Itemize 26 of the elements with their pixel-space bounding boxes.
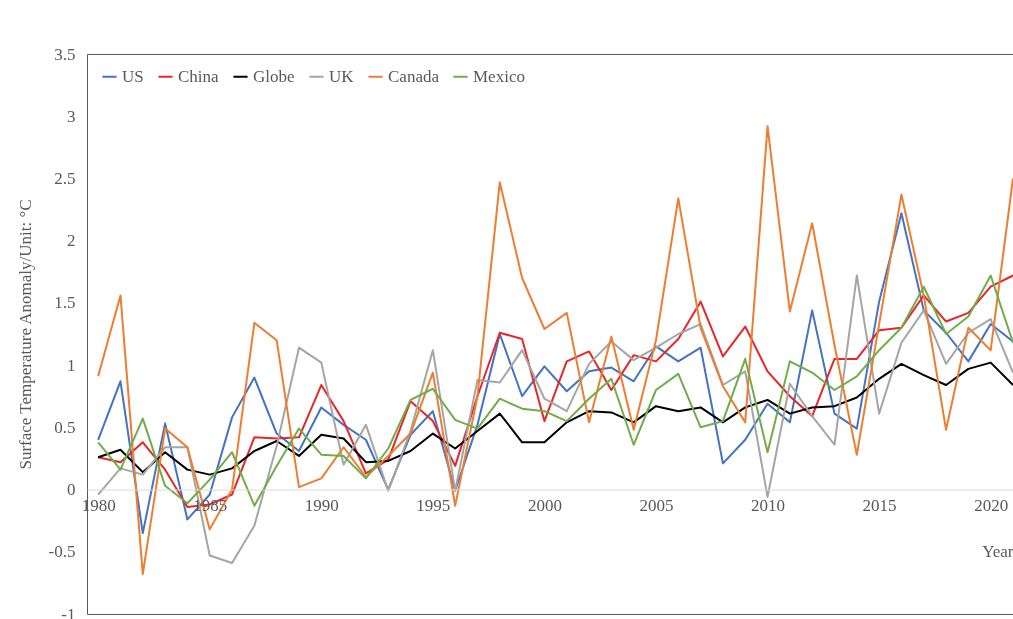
line-series [97,361,1013,476]
x-tick-label: 1990 [304,496,339,516]
y-tick-label: 2 [67,231,76,251]
y-axis-title: Surface Temperature Anomaly/Unit: °C [15,199,35,470]
y-tick-label: 3.5 [54,44,76,64]
y-tick-label: 1.5 [54,293,76,313]
y-tick-label: 0 [67,480,76,500]
y-tick-label: 3 [67,106,76,126]
y-tick-label: 0.5 [54,417,76,437]
x-tick-label: 2010 [751,496,786,516]
y-tick-label: -0.5 [48,542,76,562]
y-tick-label: -1 [61,604,76,619]
legend-label: Canada [388,66,440,86]
legend-label: China [178,66,220,86]
legend-label: Globe [253,66,295,86]
legend-label: UK [329,66,355,86]
x-tick-label: 1995 [416,496,451,516]
x-tick-label: 2000 [527,496,562,516]
x-axis-title: Year [982,542,1013,562]
y-tick-label: 1 [67,355,76,375]
legend-label: US [122,66,144,86]
y-tick-label: 2.5 [54,168,76,188]
x-tick-label: 2015 [862,496,897,516]
legend-label: Mexico [473,66,525,86]
x-tick-label: 2005 [639,496,674,516]
x-tick-label: 2020 [974,496,1009,516]
